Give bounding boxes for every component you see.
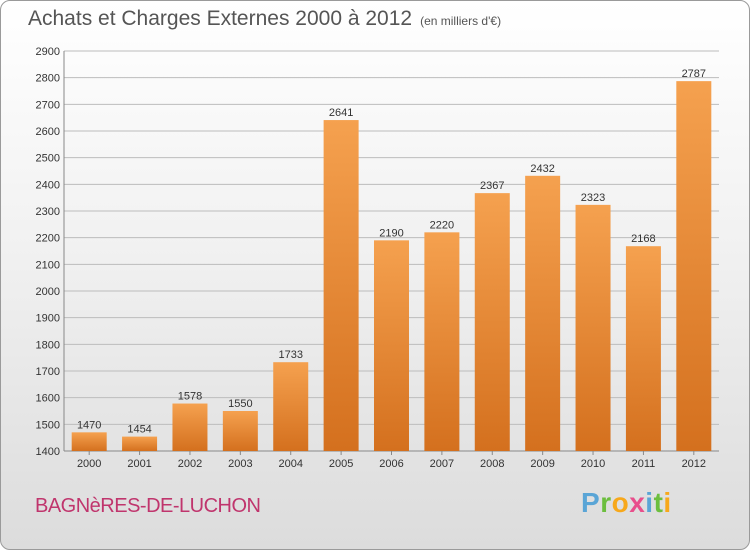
value-labels: 1470 1454 1578 1550 1733 2641 2190 2220 2367 2432… xyxy=(77,68,706,435)
x-tick-label: 2009 xyxy=(530,458,554,470)
x-tick-label: 2007 xyxy=(430,458,454,470)
x-tick-label: 2005 xyxy=(329,458,353,470)
bar-2011 xyxy=(625,246,661,451)
logo-letter: i xyxy=(645,487,654,518)
y-tick-label: 2200 xyxy=(36,233,60,245)
x-tick-label: 2000 xyxy=(77,458,101,470)
bar-2001 xyxy=(122,436,158,451)
logo-letter: o xyxy=(611,487,630,518)
y-tick-label: 1700 xyxy=(36,366,60,378)
y-tick-label: 2500 xyxy=(36,153,60,165)
bar-2005 xyxy=(323,120,359,452)
value-label: 2220 xyxy=(430,219,454,231)
y-tick-label: 2900 xyxy=(36,46,60,58)
proxiti-logo: Proxiti xyxy=(581,487,672,519)
y-tick-label: 2100 xyxy=(36,259,60,271)
value-label: 2367 xyxy=(480,180,504,192)
value-label: 1454 xyxy=(127,424,151,436)
commune-name: BAGNèRES-DE-LUCHON xyxy=(35,495,261,517)
bar-2008 xyxy=(474,193,510,451)
value-label: 1550 xyxy=(228,398,252,410)
value-label: 1733 xyxy=(278,349,302,361)
y-tick-label: 1600 xyxy=(36,393,60,405)
y-tick-label: 1900 xyxy=(36,313,60,325)
y-tick-label: 2300 xyxy=(36,206,60,218)
bar-2007 xyxy=(424,232,460,451)
y-tick-label: 2700 xyxy=(36,99,60,111)
bar-2002 xyxy=(172,403,208,451)
logo-letter: x xyxy=(629,487,646,518)
logo-letter: P xyxy=(581,487,601,518)
x-tick-label: 2004 xyxy=(278,458,302,470)
value-label: 2323 xyxy=(581,192,605,204)
value-label: 2787 xyxy=(682,68,706,80)
value-label: 2168 xyxy=(631,233,655,245)
bar-2012 xyxy=(676,81,712,451)
logo-letter: t xyxy=(653,487,664,518)
y-tick-label: 2600 xyxy=(36,126,60,138)
x-tick-label: 2010 xyxy=(581,458,605,470)
bar-2006 xyxy=(374,240,409,451)
x-tick-label: 2002 xyxy=(178,458,202,470)
bar-2003 xyxy=(222,411,258,451)
value-label: 2190 xyxy=(379,227,403,239)
value-label: 1470 xyxy=(77,419,101,431)
bar-2009 xyxy=(525,175,561,452)
value-label: 1578 xyxy=(178,391,202,403)
y-tick-label: 1500 xyxy=(36,419,60,431)
bar-2000 xyxy=(71,432,107,451)
value-label: 2641 xyxy=(329,107,353,119)
logo-letter: i xyxy=(663,487,672,518)
logo-letter: r xyxy=(600,487,612,518)
chart-title-text: Achats et Charges Externes 2000 à 2012 xyxy=(28,7,413,30)
y-tick-label: 2800 xyxy=(36,73,60,85)
y-axis-ticks: 1400 1500 1600 1700 1800 1900 2000 2100 2200 2300… xyxy=(36,46,60,458)
x-tick-label: 2012 xyxy=(682,458,706,470)
chart-unit: (en milliers d'€) xyxy=(420,14,502,28)
bar-2010 xyxy=(575,204,611,451)
x-tick-label: 2006 xyxy=(379,458,403,470)
value-label: 2432 xyxy=(530,163,554,175)
y-tick-label: 1400 xyxy=(36,446,60,458)
x-axis-ticks: 2000 2001 2002 2003 2004 2005 2006 2007 2008 2009… xyxy=(77,451,706,470)
bars xyxy=(71,81,712,452)
x-tick-label: 2011 xyxy=(632,458,656,470)
y-tick-label: 2400 xyxy=(36,179,60,191)
x-tick-label: 2003 xyxy=(228,458,252,470)
y-tick-label: 2000 xyxy=(36,286,60,298)
y-tick-label: 1800 xyxy=(36,339,60,351)
chart-title: Achats et Charges Externes 2000 à 2012 (e… xyxy=(28,7,501,31)
x-tick-label: 2008 xyxy=(480,458,504,470)
bar-2004 xyxy=(273,362,309,451)
x-tick-label: 2001 xyxy=(127,458,151,470)
